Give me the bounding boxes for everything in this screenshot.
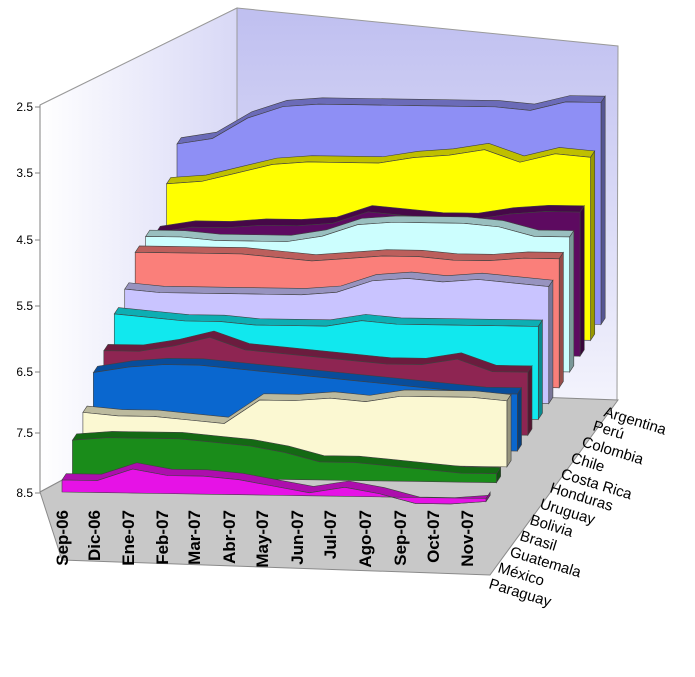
series-paraguay xyxy=(61,462,491,505)
area-side xyxy=(600,95,606,326)
area-face xyxy=(61,468,487,505)
y-tick-label: 5.5 xyxy=(16,299,33,313)
x-tick-label: Dic-06 xyxy=(85,510,104,561)
x-tick-label: Sep-06 xyxy=(53,510,72,566)
x-tick-label: Sep-07 xyxy=(391,510,410,566)
x-tick-label: Ene-07 xyxy=(119,510,138,566)
area-side xyxy=(537,319,543,421)
x-tick-label: Abr-07 xyxy=(220,510,239,564)
y-tick-label: 7.5 xyxy=(16,426,33,440)
x-tick-label: May-07 xyxy=(253,510,272,568)
area-side xyxy=(558,251,564,389)
area-side xyxy=(590,149,596,342)
area-side xyxy=(548,279,554,405)
x-tick-label: Oct-07 xyxy=(424,510,443,563)
x-tick-label: Mar-07 xyxy=(185,510,204,565)
y-tick-label: 6.5 xyxy=(16,365,33,379)
area-side xyxy=(569,229,575,373)
y-tick-label: 4.5 xyxy=(16,233,33,247)
area-side xyxy=(579,204,585,358)
area-side xyxy=(517,386,522,453)
chart-series xyxy=(61,95,606,505)
x-tick-label: Feb-07 xyxy=(153,510,172,565)
y-tick-label: 2.5 xyxy=(16,100,33,114)
chart-axes xyxy=(35,105,41,494)
x-tick-label: Ago-07 xyxy=(356,510,375,568)
y-tick-label: 3.5 xyxy=(16,166,33,180)
y-tick-label: 8.5 xyxy=(16,486,33,500)
x-tick-label: Jun-07 xyxy=(288,510,307,565)
chart-labels: 2.5 3.5 4.5 5.5 6.5 7.5 8.5 Sep-06 Dic-06 Ene-07 F… xyxy=(16,100,669,611)
x-tick-label: Jul-07 xyxy=(321,510,340,559)
area-side xyxy=(527,364,533,437)
area-side xyxy=(506,393,512,468)
x-tick-label: Nov-07 xyxy=(458,510,477,567)
